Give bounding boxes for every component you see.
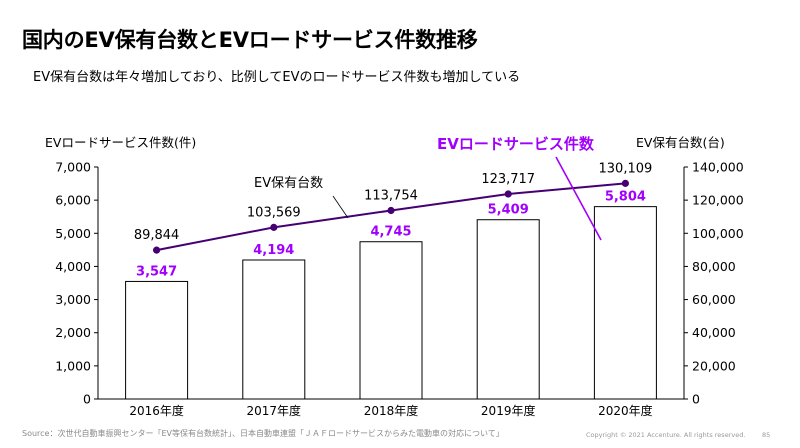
footer-copyright: Copyright © 2021 Accenture. All rights r… bbox=[586, 431, 746, 439]
bar-data-label: 3,547 bbox=[136, 264, 177, 279]
bar-data-label: 5,409 bbox=[488, 203, 529, 218]
line-point bbox=[387, 206, 395, 215]
right-tick-label: 0 bbox=[692, 392, 700, 407]
line-point bbox=[621, 179, 630, 187]
x-tick-label: 2018年度 bbox=[364, 403, 419, 418]
left-tick-label: 5,000 bbox=[55, 226, 91, 241]
line-data-label: 113,754 bbox=[364, 188, 418, 203]
bar bbox=[593, 206, 657, 400]
right-tick-label: 20,000 bbox=[692, 358, 736, 373]
bar-data-label: 5,804 bbox=[605, 190, 646, 205]
line-point bbox=[504, 190, 512, 198]
right-tick-label: 120,000 bbox=[692, 193, 744, 208]
page-subtitle: EV保有台数は年々増加しており、比例してEVのロードサービス件数も増加している bbox=[33, 70, 521, 85]
right-tick-label: 140,000 bbox=[692, 160, 744, 175]
callout-connector-line bbox=[555, 156, 602, 241]
line-data-label: 89,844 bbox=[134, 228, 180, 243]
page-title: 国内のEV保有台数とEVロードサービス件数推移 bbox=[22, 28, 478, 52]
bar bbox=[359, 241, 423, 400]
line-label-connector bbox=[332, 195, 349, 219]
left-tick-label: 1,000 bbox=[55, 358, 91, 373]
right-tick-label: 100,000 bbox=[692, 226, 744, 241]
x-tick-label: 2020年度 bbox=[598, 403, 653, 418]
right-tick-label: 40,000 bbox=[692, 325, 736, 340]
line-data-label: 103,569 bbox=[247, 205, 301, 220]
bar-data-label: 4,745 bbox=[370, 225, 411, 240]
line-point bbox=[270, 223, 278, 231]
footer-source: Source：次世代自動車振興センター「EV等保有台数統計」、日本自動車連盟「Ｊ… bbox=[22, 429, 504, 438]
bar bbox=[476, 219, 540, 400]
line-series-label: EV保有台数 bbox=[254, 176, 323, 191]
right-axis-label: EV保有台数(台) bbox=[636, 135, 725, 150]
x-tick-label: 2017年度 bbox=[247, 403, 302, 418]
left-tick-label: 3,000 bbox=[55, 292, 91, 307]
x-tick-label: 2019年度 bbox=[481, 403, 536, 418]
bar-series-callout: EVロードサービス件数 bbox=[437, 135, 595, 153]
x-tick-label: 2016年度 bbox=[129, 403, 184, 418]
footer-page-number: 85 bbox=[762, 431, 771, 439]
left-tick-label: 4,000 bbox=[55, 259, 91, 274]
left-tick-label: 0 bbox=[83, 392, 91, 407]
right-tick-label: 80,000 bbox=[692, 259, 736, 274]
bar-data-label: 4,194 bbox=[253, 243, 294, 258]
line-data-label: 123,717 bbox=[481, 172, 535, 187]
left-tick-label: 7,000 bbox=[55, 160, 91, 175]
bar bbox=[125, 280, 189, 400]
right-tick-label: 60,000 bbox=[692, 292, 736, 307]
line-data-label: 130,109 bbox=[599, 161, 653, 176]
left-axis-label: EVロードサービス件数(件) bbox=[45, 135, 196, 150]
line-point bbox=[153, 246, 161, 254]
bar bbox=[242, 259, 306, 400]
left-tick-label: 2,000 bbox=[55, 325, 91, 340]
left-tick-label: 6,000 bbox=[55, 193, 91, 208]
